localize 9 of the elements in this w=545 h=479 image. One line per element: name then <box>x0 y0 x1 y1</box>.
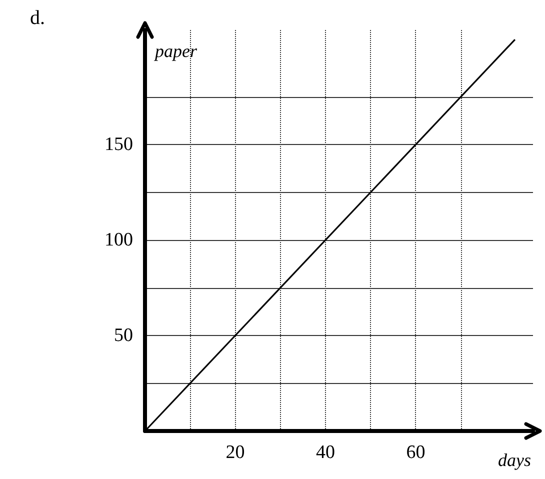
y-tick-label: 100 <box>104 230 133 251</box>
y-tick-label: 150 <box>104 134 133 156</box>
y-tick-label: 50 <box>114 325 133 346</box>
x-axis-title: days <box>498 450 531 470</box>
text: d. <box>30 7 45 29</box>
x-tick-label: 20 <box>226 442 245 463</box>
x-tick-label: 40 <box>316 442 335 463</box>
x-tick-label: 60 <box>406 442 426 463</box>
y-axis-title: paper <box>153 41 198 61</box>
